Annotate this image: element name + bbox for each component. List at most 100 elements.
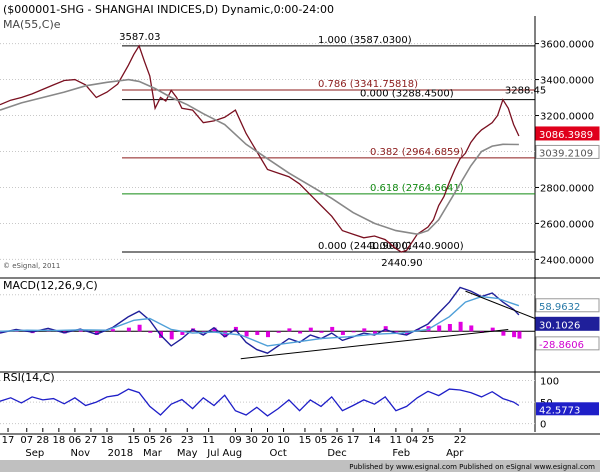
x-tick-label: 11 [390, 435, 403, 446]
price-tick-label: 3200.0000 [540, 112, 594, 123]
x-tick-label: 17 [2, 435, 15, 446]
macd-histogram-bar [351, 331, 356, 333]
footer-text: Published by www.esignal.com Published o… [349, 463, 595, 471]
macd-histogram-bar [223, 331, 228, 338]
macd-value-tag [535, 316, 600, 331]
x-tick-label: 22 [454, 435, 467, 446]
macd-trendline [240, 328, 509, 360]
macd-value-tag [535, 336, 600, 351]
x-tick-label: 28 [36, 435, 49, 446]
fib-label: 0.618 (2764.6641) [370, 183, 464, 194]
rsi-value-tag [536, 402, 599, 416]
macd-histogram-bar [148, 331, 153, 333]
x-tick-label: 18 [101, 435, 114, 446]
macd-histogram-bar [126, 327, 131, 332]
x-tick-label: 09 [229, 435, 242, 446]
x-month-label: 2018 [108, 448, 133, 459]
macd-histogram-bar [373, 331, 377, 334]
last-value-label: 3039.2109 [539, 148, 593, 159]
x-month-label: Nov [70, 448, 90, 459]
price-tick-label: 2600.0000 [540, 219, 594, 230]
macd-histogram-bar [212, 327, 217, 332]
macd-histogram-bar [298, 331, 303, 334]
macd-line [0, 286, 520, 354]
x-tick-label: 26 [331, 435, 344, 446]
x-tick-label: 20 [261, 435, 274, 446]
x-tick-label: 04 [406, 435, 419, 446]
fib-label: 1.000 (3587.0300) [318, 35, 412, 46]
macd-histogram-bar [0, 331, 3, 333]
macd-histogram-bar [517, 331, 522, 339]
x-tick-label: 17 [347, 435, 360, 446]
grid-layer [0, 16, 600, 435]
macd-value-label: 58.9632 [539, 302, 580, 313]
macd-trendline [465, 290, 536, 319]
macd-panel: 58.9632 30.1026 -28.8606 [0, 286, 600, 360]
price-annotation: 3587.03 [119, 32, 160, 43]
macd-value-label: -28.8606 [539, 340, 584, 351]
x-tick-label: 27 [85, 435, 98, 446]
price-tick-label: 3400.0000 [540, 76, 594, 87]
x-tick-label: 11 [202, 435, 215, 446]
last-value-label: 3086.3989 [539, 130, 593, 141]
fib-label: 0.382 (2964.6859) [370, 147, 464, 158]
x-tick-label: 05 [315, 435, 328, 446]
macd-histogram-bar [78, 330, 83, 332]
x-tick-label: 14 [368, 435, 381, 446]
price-panel: 3600.00003400.00003200.00003000.00002800… [0, 32, 600, 269]
macd-histogram-bar [244, 331, 249, 337]
macd-histogram-bar [255, 331, 260, 335]
watermark-text: © eSignal, 2011 [3, 262, 60, 270]
x-tick-label: 18 [52, 435, 65, 446]
signal-line [0, 295, 520, 347]
macd-histogram-bar [276, 331, 281, 333]
x-month-label: Feb [392, 448, 410, 459]
x-month-label: Apr [446, 448, 464, 459]
macd-histogram-bar [94, 331, 99, 335]
fib-label: 1.000 (2440.9000) [370, 241, 464, 252]
macd-histogram-bar [319, 331, 324, 333]
macd-histogram-bar [383, 326, 388, 332]
macd-histogram-bar [266, 331, 270, 338]
rsi-label: RSI(14,C) [3, 371, 55, 384]
macd-value-label: 30.1026 [539, 320, 580, 331]
macd-histogram-bar [110, 329, 115, 332]
macd-histogram-bar [287, 328, 292, 332]
macd-histogram-bar [512, 331, 517, 338]
price-annotation: 2440.90 [381, 258, 422, 269]
price-tick-label: 2400.0000 [540, 255, 594, 266]
x-tick-label: 30 [245, 435, 258, 446]
x-axis: 17 07 28 18 06 27 18 15 05 26 23 11 09 30 20 10 15 05 26 17… [2, 428, 467, 459]
footer-bar [0, 460, 600, 472]
macd-histogram-bar [180, 331, 185, 335]
last-value-tag [535, 144, 600, 159]
fib-label: 0.000 (3288.4500) [360, 89, 454, 100]
last-value-tag [535, 126, 600, 141]
x-tick-label: 05 [143, 435, 156, 446]
x-tick-label: 25 [422, 435, 435, 446]
fib-label: 0.000 (2440.9000) [318, 241, 412, 252]
x-tick-label: 23 [181, 435, 194, 446]
x-month-label: Dec [327, 448, 346, 459]
rsi-tick-label: 0 [540, 420, 546, 431]
macd-label: MACD(12,26,9,C) [3, 279, 98, 292]
macd-histogram-bar [469, 325, 474, 332]
macd-histogram-bar [394, 331, 399, 333]
rsi-value-label: 42.5773 [539, 405, 580, 416]
macd-histogram-bar [362, 328, 367, 332]
macd-histogram-bar [330, 326, 335, 332]
macd-histogram-bar [437, 325, 442, 332]
x-tick-label: 15 [299, 435, 312, 446]
rsi-line [0, 388, 520, 417]
price-annotation: 3288.45 [505, 86, 546, 97]
x-tick-label: 07 [20, 435, 33, 446]
macd-histogram-bar [169, 331, 174, 340]
macd-histogram-bar [340, 331, 345, 335]
x-month-label: Jul Aug [206, 448, 242, 459]
x-tick-label: 06 [69, 435, 82, 446]
chart-title: ($000001-SHG - SHANGHAI INDICES,D) Dynam… [3, 3, 334, 16]
rsi-tick-label: 100 [540, 376, 559, 387]
